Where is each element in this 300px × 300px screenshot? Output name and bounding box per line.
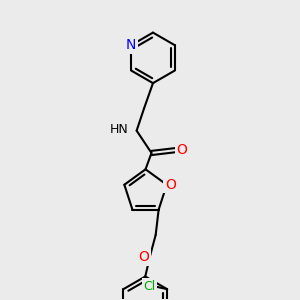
Text: O: O bbox=[138, 250, 149, 264]
Text: O: O bbox=[177, 143, 188, 157]
Text: Cl: Cl bbox=[143, 280, 155, 293]
Text: HN: HN bbox=[110, 123, 128, 136]
Text: N: N bbox=[126, 38, 136, 52]
Text: O: O bbox=[165, 178, 176, 192]
